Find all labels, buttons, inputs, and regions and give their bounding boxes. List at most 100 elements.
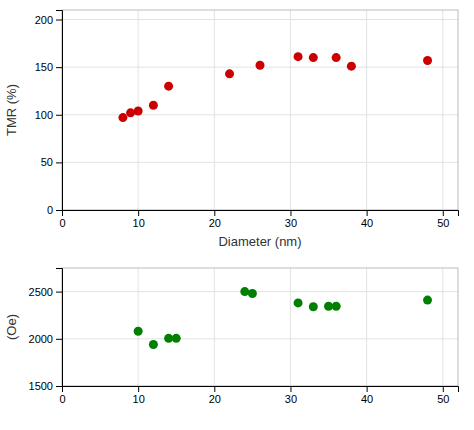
tick-mark: [443, 386, 444, 392]
point: [347, 62, 356, 71]
point: [423, 56, 432, 65]
tick: 150: [35, 61, 62, 73]
tick-mark: [214, 386, 215, 392]
tick: 30: [285, 386, 297, 405]
point: [256, 61, 265, 70]
tick-label: 0: [59, 393, 65, 405]
point: [225, 69, 234, 78]
point: [309, 53, 318, 62]
point: [294, 298, 303, 307]
tick: 40: [361, 210, 373, 229]
tick-label: 40: [361, 217, 373, 229]
tick-mark: [56, 20, 62, 21]
point: [126, 108, 135, 117]
tick: 2000: [29, 333, 62, 345]
grid-line: [442, 268, 443, 386]
point: [149, 340, 158, 349]
tick-label: 50: [41, 156, 53, 168]
tick-label: 1500: [29, 380, 53, 392]
point: [294, 52, 303, 61]
tick-label: 40: [361, 393, 373, 405]
point: [134, 327, 143, 336]
tick: 20: [209, 386, 221, 405]
tick-mark: [214, 210, 215, 216]
tick: 0: [47, 204, 62, 216]
tick-mark: [367, 210, 368, 216]
point: [332, 53, 341, 62]
tick: 50: [437, 210, 449, 229]
point: [149, 101, 158, 110]
tick-mark: [443, 210, 444, 216]
grid-line: [290, 268, 291, 386]
tick-label: 0: [47, 204, 53, 216]
tick-label: 30: [285, 393, 297, 405]
tick: 1500: [29, 380, 62, 392]
point: [240, 287, 249, 296]
tick-label: 50: [437, 217, 449, 229]
grid-line: [214, 268, 215, 386]
tick-label: 0: [59, 217, 65, 229]
grid-line: [442, 10, 443, 210]
grid-line: [290, 10, 291, 210]
tick-mark: [56, 115, 62, 116]
grid: [62, 268, 458, 386]
point: [164, 82, 173, 91]
tick-mark: [290, 386, 291, 392]
tick: 50: [41, 156, 62, 168]
tick-mark: [56, 339, 62, 340]
point: [134, 106, 143, 115]
tick-label: 150: [35, 61, 53, 73]
point: [309, 302, 318, 311]
tick: 30: [285, 210, 297, 229]
tick-mark: [56, 292, 62, 293]
grid: [62, 10, 458, 210]
tick-mark: [56, 210, 62, 211]
grid-line: [366, 10, 367, 210]
tick-label: 10: [133, 217, 145, 229]
tick-mark: [56, 162, 62, 163]
grid-line: [62, 162, 458, 163]
tick: 2500: [29, 286, 62, 298]
tick-label: 30: [285, 217, 297, 229]
grid-line: [62, 291, 458, 292]
tick-label: 200: [35, 14, 53, 26]
x-axis: 0 10 20 30 40 50: [59, 386, 458, 405]
point: [118, 113, 127, 122]
grid-line: [366, 268, 367, 386]
tick-mark: [56, 386, 62, 387]
tick: 20: [209, 210, 221, 229]
axis-line: [63, 387, 459, 393]
points: [134, 287, 432, 349]
tick: 40: [361, 386, 373, 405]
axis-line: [56, 269, 63, 387]
axis-line: [63, 211, 459, 217]
tick-label: 20: [209, 217, 221, 229]
tick: 0: [59, 210, 65, 229]
tick: 50: [437, 386, 449, 405]
tick: 0: [59, 386, 65, 405]
point: [332, 302, 341, 311]
tick-label: 20: [209, 393, 221, 405]
y-axis: 1500 2000 2500: [29, 269, 63, 393]
x-axis-title: Diameter (nm): [218, 234, 301, 249]
grid-line: [62, 338, 458, 339]
axis-line: [56, 11, 63, 211]
tick: 10: [133, 386, 145, 405]
y-axis-title: TMR (%): [4, 84, 19, 136]
tick: 200: [35, 14, 62, 26]
point: [248, 289, 257, 298]
tick-mark: [138, 386, 139, 392]
tick-mark: [56, 67, 62, 68]
panel: 0 10 20 30 40 50 0 50 100 150 200 Diameter (nm) TMR …: [4, 10, 459, 249]
tick-label: 50: [437, 393, 449, 405]
tick-label: 2500: [29, 286, 53, 298]
x-axis: 0 10 20 30 40 50: [59, 210, 458, 229]
point: [172, 334, 181, 343]
tick: 100: [35, 109, 62, 121]
y-axis-title: (Oe): [4, 314, 19, 340]
tick-label: 2000: [29, 333, 53, 345]
tick-mark: [290, 210, 291, 216]
tick-label: 10: [133, 393, 145, 405]
grid-line: [62, 19, 458, 20]
tick-mark: [138, 210, 139, 216]
